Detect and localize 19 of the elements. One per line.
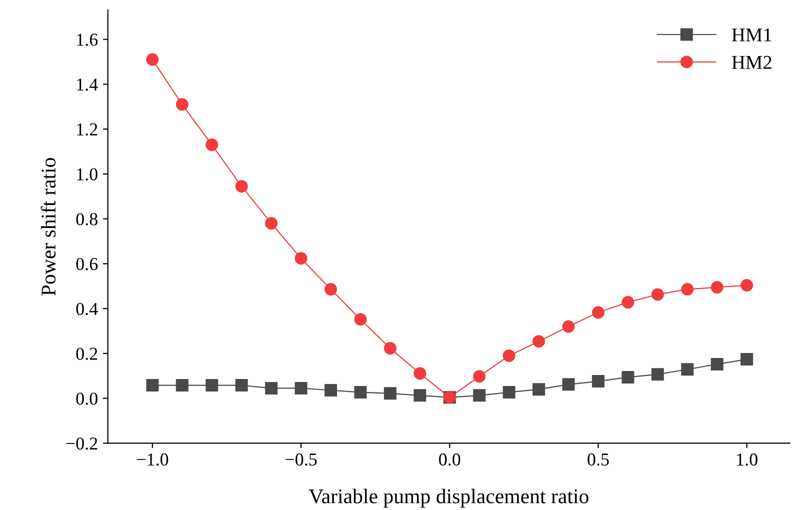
y-tick-label: 1.4	[77, 78, 98, 91]
y-tick-label: 0.4	[76, 302, 98, 316]
y-tick-label: 0.8	[76, 213, 98, 226]
legend-label: HM2	[732, 56, 772, 69]
y-axis-title: Power shift ratio	[40, 158, 56, 296]
x-tick-label: 1.0	[737, 453, 758, 466]
y-tick-label: 0.2	[76, 348, 98, 360]
y-tick-label: 0.6	[76, 258, 98, 270]
y-tick-label: 1.0	[77, 168, 98, 180]
y-tick-label: 1.2	[77, 123, 98, 136]
x-tick-label: −1.0	[136, 453, 168, 466]
y-tick-label: 0.0	[76, 392, 98, 405]
x-tick-label: 0.0	[439, 453, 460, 466]
x-axis-title: Variable pump displacement ratio	[308, 488, 588, 508]
y-tick-label: −0.2	[66, 437, 98, 450]
legend-label: HM1	[732, 28, 772, 42]
x-tick-label: 0.5	[588, 453, 609, 466]
y-tick-label: 1.6	[77, 34, 98, 46]
x-tick-label: −0.5	[286, 453, 317, 466]
